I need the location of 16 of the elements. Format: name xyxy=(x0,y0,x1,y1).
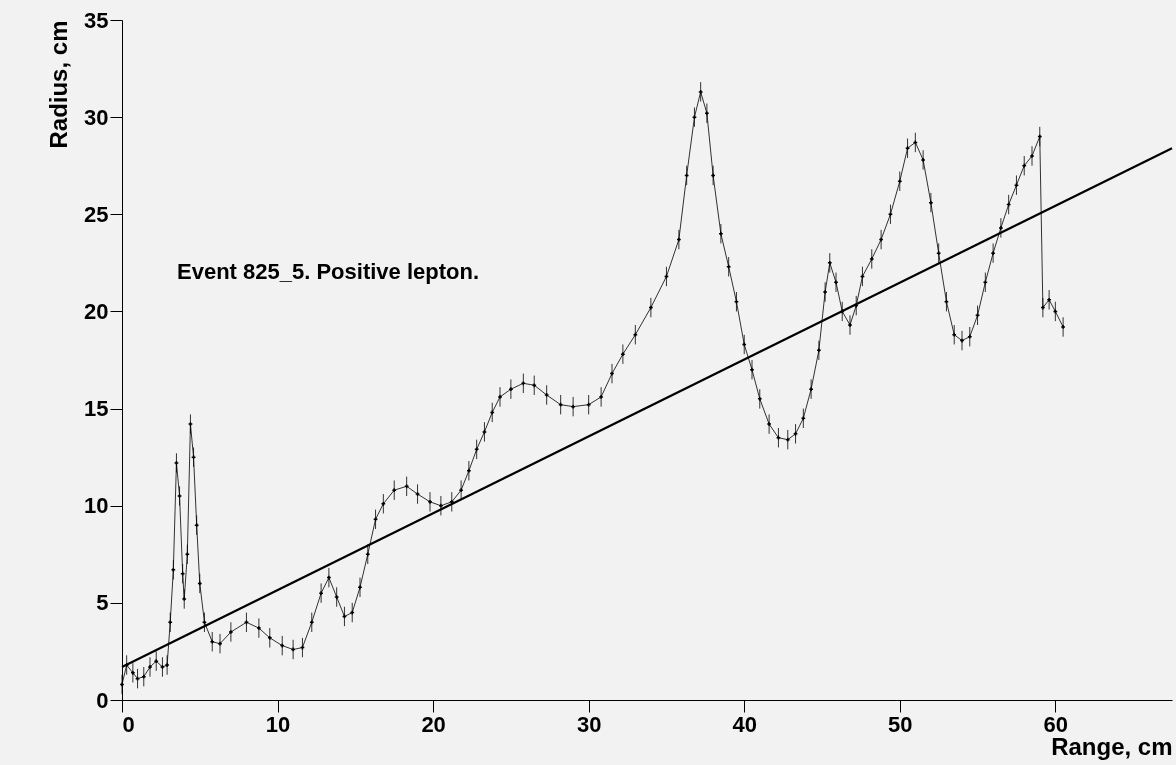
y-tick-label: 15 xyxy=(84,396,109,422)
y-tick-label: 25 xyxy=(84,201,109,227)
x-tick-label: 10 xyxy=(265,711,291,737)
y-tick-label: 5 xyxy=(96,590,109,616)
x-tick-label: 50 xyxy=(888,711,913,737)
x-tick-label: 20 xyxy=(421,711,446,737)
annotation: Event 825_5. Positive lepton. xyxy=(177,259,480,284)
y-tick-label: 35 xyxy=(84,7,109,33)
y-tick-label: 0 xyxy=(96,687,109,713)
y-tick-label: 10 xyxy=(84,493,109,519)
y-axis-title: Radius, cm xyxy=(45,20,73,149)
x-tick-label: 0 xyxy=(122,711,135,737)
x-tick-label: 40 xyxy=(732,711,757,737)
x-tick-label: 30 xyxy=(576,711,602,737)
y-tick-label: 20 xyxy=(84,298,109,324)
y-tick-label: 30 xyxy=(84,104,109,130)
